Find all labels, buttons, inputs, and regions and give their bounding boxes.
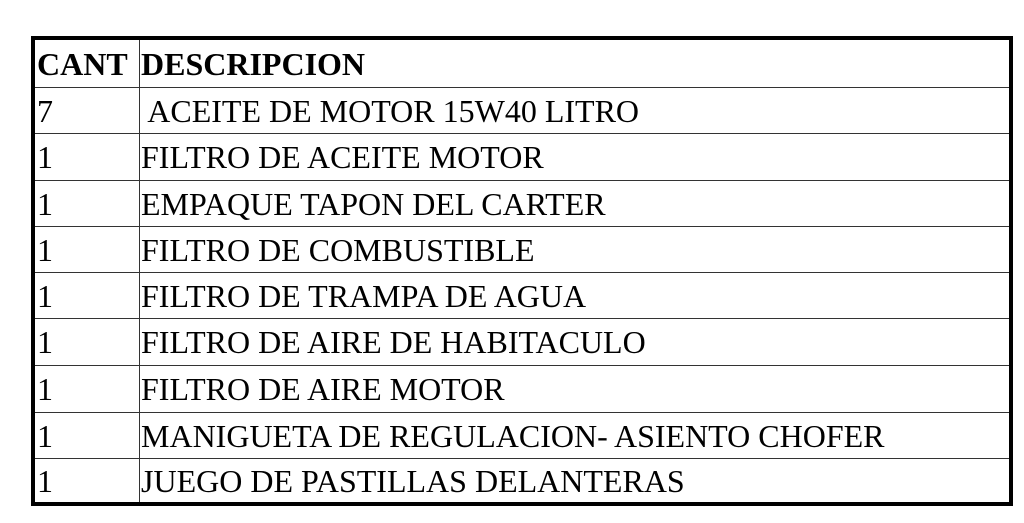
- cell-descripcion: EMPAQUE TAPON DEL CARTER: [141, 185, 606, 222]
- cell-descripcion: ACEITE DE MOTOR 15W40 LITRO: [141, 92, 640, 129]
- cell-cant: 1: [35, 181, 140, 226]
- table-row: 1 EMPAQUE TAPON DEL CARTER: [35, 181, 1009, 227]
- cell-descripcion: FILTRO DE ACEITE MOTOR: [141, 139, 544, 175]
- table-row: 7 ACEITE DE MOTOR 15W40 LITRO: [35, 88, 1009, 134]
- table-row: 1 FILTRO DE TRAMPA DE AGUA: [35, 273, 1009, 319]
- header-cant: CANT: [35, 40, 140, 87]
- cell-descripcion: FILTRO DE TRAMPA DE AGUA: [141, 277, 587, 314]
- parts-table: CANT DESCRIPCION 7 ACEITE DE MOTOR 15W40…: [31, 36, 1013, 506]
- cell-cant: 7: [35, 88, 140, 133]
- cell-descripcion: MANIGUETA DE REGULACION- ASIENTO CHOFER: [141, 417, 885, 454]
- cell-descripcion: FILTRO DE AIRE DE HABITACULO: [141, 324, 646, 360]
- cell-cant: 1: [35, 227, 140, 272]
- cell-cant: 1: [35, 134, 140, 180]
- table-header-row: CANT DESCRIPCION: [35, 40, 1009, 88]
- table-row: 1 FILTRO DE AIRE MOTOR: [35, 366, 1009, 413]
- table-row: 1 FILTRO DE AIRE DE HABITACULO: [35, 319, 1009, 366]
- table-row: 1 FILTRO DE COMBUSTIBLE: [35, 227, 1009, 273]
- cell-cant: 1: [35, 366, 140, 412]
- cell-cant: 1: [35, 413, 140, 458]
- cell-descripcion: FILTRO DE COMBUSTIBLE: [141, 231, 535, 268]
- table-row: 1 JUEGO DE PASTILLAS DELANTERAS: [35, 459, 1009, 502]
- header-descripcion: DESCRIPCION: [141, 45, 366, 82]
- cell-descripcion: FILTRO DE AIRE MOTOR: [141, 371, 505, 407]
- table-row: 1 MANIGUETA DE REGULACION- ASIENTO CHOFER: [35, 413, 1009, 459]
- table-row: 1 FILTRO DE ACEITE MOTOR: [35, 134, 1009, 181]
- cell-descripcion: JUEGO DE PASTILLAS DELANTERAS: [141, 462, 685, 499]
- cell-cant: 1: [35, 273, 140, 318]
- cell-cant: 1: [35, 459, 140, 502]
- cell-cant: 1: [35, 319, 140, 365]
